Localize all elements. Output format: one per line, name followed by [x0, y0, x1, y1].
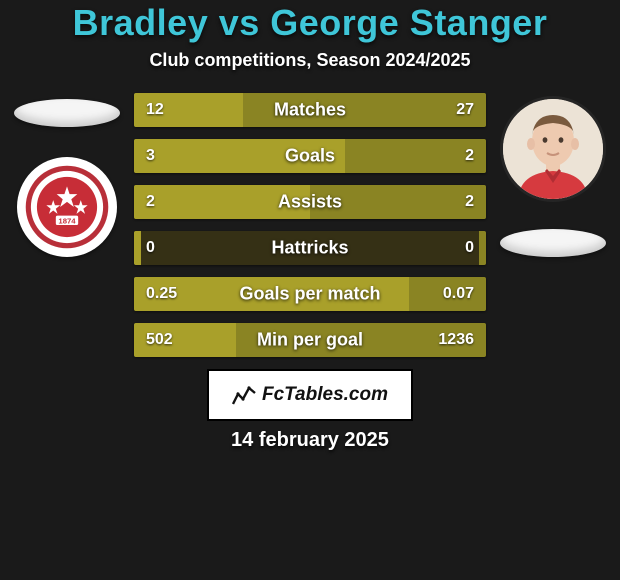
right-player-avatar	[503, 99, 603, 199]
stat-right-value: 2	[465, 193, 474, 211]
brand-text: FcTables.com	[262, 384, 388, 406]
stat-left-value: 502	[146, 331, 173, 349]
right-club-crest-placeholder	[500, 229, 606, 257]
stat-bar-right-fill	[479, 231, 486, 265]
stat-bar-left-fill	[134, 185, 310, 219]
crest-icon: 1874	[24, 164, 110, 250]
date-text: 14 february 2025	[0, 429, 620, 452]
content-row: 1874 1227Matches32Goals22Assists00Hattri…	[0, 93, 620, 357]
stat-left-value: 0.25	[146, 285, 177, 303]
left-player-avatar-placeholder	[14, 99, 120, 127]
stat-right-value: 27	[456, 101, 474, 119]
stat-bar-right-fill	[310, 185, 486, 219]
stat-right-value: 1236	[438, 331, 474, 349]
comparison-card: Bradley vs George Stanger Club competiti…	[0, 0, 620, 580]
stat-left-value: 2	[146, 193, 155, 211]
svg-text:1874: 1874	[58, 216, 76, 225]
brand-attribution[interactable]: FcTables.com	[207, 369, 413, 421]
stat-bar: 32Goals	[134, 139, 486, 173]
stat-right-value: 0	[465, 239, 474, 257]
page-title: Bradley vs George Stanger	[0, 2, 620, 44]
stat-right-value: 0.07	[443, 285, 474, 303]
stat-bar-left-fill	[134, 139, 345, 173]
left-player-column: 1874	[12, 93, 122, 257]
stat-left-value: 3	[146, 147, 155, 165]
left-club-crest: 1874	[17, 157, 117, 257]
right-player-column	[498, 93, 608, 257]
stat-bar-left-fill	[134, 231, 141, 265]
stat-bar: 22Assists	[134, 185, 486, 219]
stat-bar: 0 0Hattricks	[134, 231, 486, 265]
stat-right-value: 2	[465, 147, 474, 165]
page-subtitle: Club competitions, Season 2024/2025	[0, 50, 620, 71]
stat-bar: 5021236Min per goal	[134, 323, 486, 357]
stat-bar-right-fill	[243, 93, 486, 127]
stat-left-value: 12	[146, 101, 164, 119]
stats-bars: 1227Matches32Goals22Assists00Hattricks0.…	[134, 93, 486, 357]
stat-bar: 0.250.07Goals per match	[134, 277, 486, 311]
brand-logo-icon	[232, 384, 256, 406]
stat-left-value: 0	[146, 239, 155, 257]
stat-label: Hattricks	[134, 238, 486, 259]
stat-bar: 1227Matches	[134, 93, 486, 127]
